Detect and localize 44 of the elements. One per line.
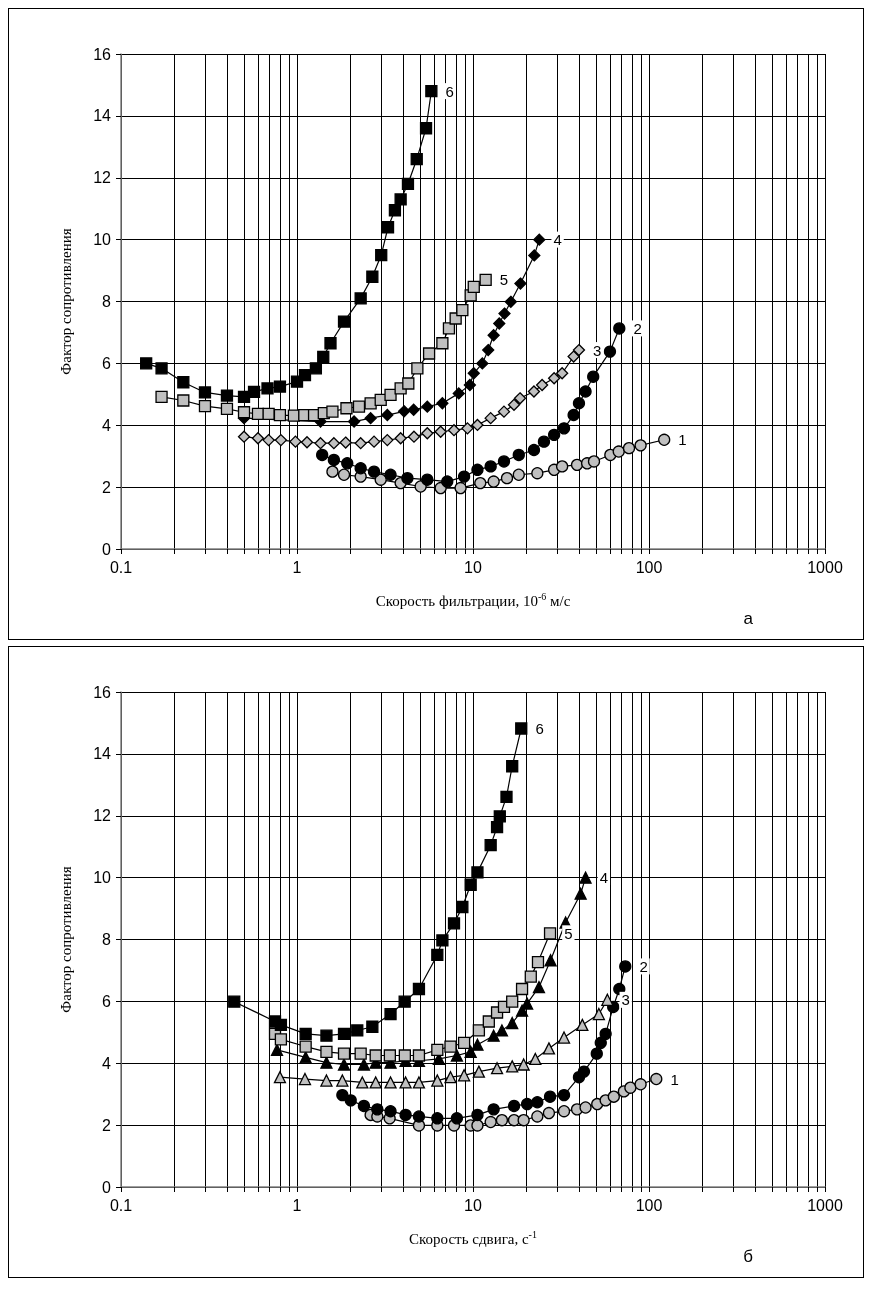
text: а [743,609,754,628]
y-tick-label: 6 [102,354,112,372]
x-tick-label: 10 [464,1196,482,1214]
y-tick-label: 14 [93,107,112,125]
y-tick-label: 16 [93,683,112,701]
y-tick-label: 4 [102,416,112,434]
series-label: 4 [599,869,609,887]
y-tick-label: 10 [93,231,112,249]
y-axis-title: Фактор сопротивления [57,866,74,1013]
y-tick-label: 8 [102,293,112,310]
series-label: 4 [553,231,562,249]
x-tick-label: 1000 [807,1196,843,1214]
series-label: 6 [445,82,454,100]
series-label: 6 [535,720,544,738]
y-tick-label: 6 [102,992,112,1010]
x-tick-label: 1 [292,1196,302,1214]
text: б [743,1247,754,1266]
x-tick-label: 0.1 [109,1196,133,1214]
y-tick-label: 0 [102,1178,112,1196]
y-tick-label: 16 [93,45,112,63]
x-tick-label: 10 [464,558,482,576]
y-tick-label: 0 [102,540,112,558]
y-tick-label: 10 [93,869,112,887]
series-label: 1 [678,431,687,449]
x-tick-label: 100 [635,558,663,576]
y-tick-label: 12 [93,169,112,187]
y-tick-label: 8 [102,931,112,948]
x-tick-label: 100 [635,1196,663,1214]
x-tick-label: 1000 [807,558,843,576]
y-tick-label: 14 [93,745,112,763]
series-label: 5 [564,924,573,942]
series-label: 3 [593,341,602,359]
y-tick-label: 4 [102,1054,112,1072]
series-label: 1 [670,1070,679,1088]
x-tick-label: 0.1 [109,558,133,576]
y-tick-label: 2 [102,1116,112,1134]
series-label: 3 [621,991,630,1009]
y-tick-label: 2 [102,478,112,496]
series-label: 2 [633,319,642,337]
series-label: 2 [639,957,648,975]
y-axis-title: Фактор сопротивления [57,228,74,375]
y-tick-label: 12 [93,807,112,825]
x-tick-label: 1 [292,558,302,576]
series-label: 5 [499,271,509,289]
